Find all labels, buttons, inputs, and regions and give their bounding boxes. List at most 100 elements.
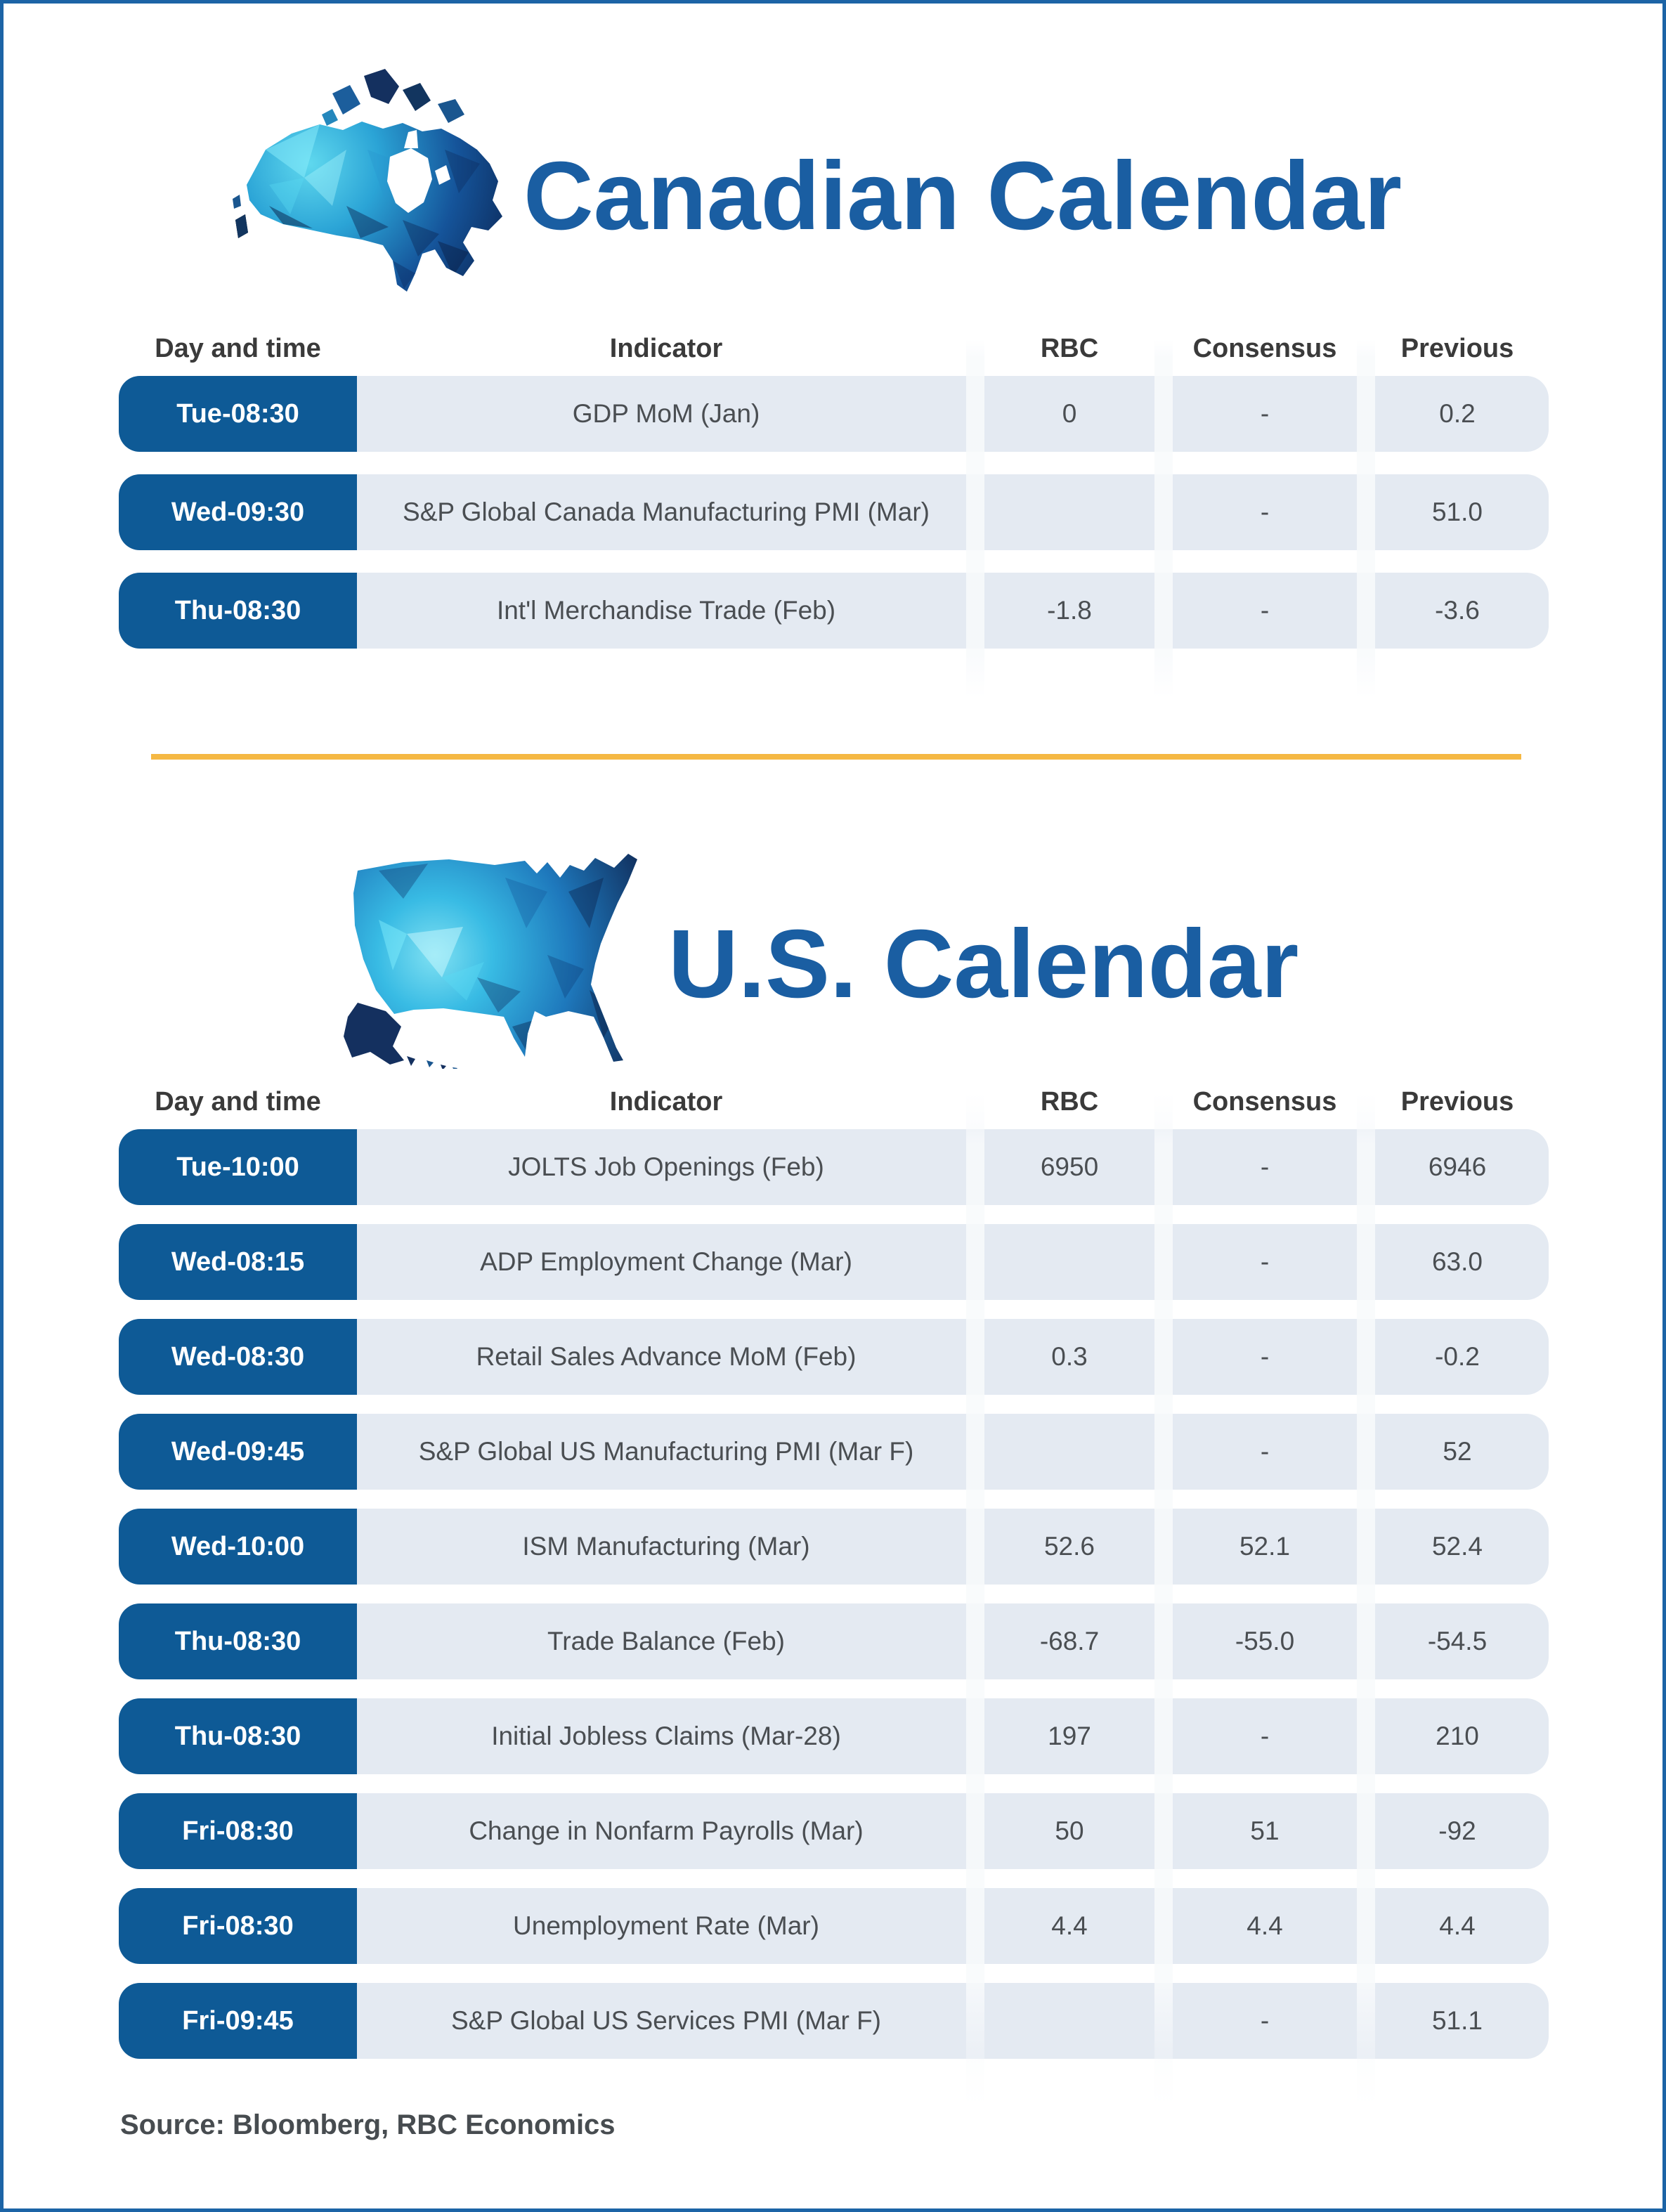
day-pill: Fri-08:30 xyxy=(119,1793,357,1869)
consensus-cell: - xyxy=(1164,573,1366,649)
table-row: Fri-08:30 Change in Nonfarm Payrolls (Ma… xyxy=(119,1793,1549,1869)
table-row: Wed-10:00 ISM Manufacturing (Mar) 52.6 5… xyxy=(119,1509,1549,1585)
consensus-cell: 52.1 xyxy=(1164,1509,1366,1585)
indicator-cell: Change in Nonfarm Payrolls (Mar) xyxy=(357,1793,975,1869)
rbc-cell: -1.8 xyxy=(975,573,1164,649)
table-row: Tue-08:30 GDP MoM (Jan) 0 - 0.2 xyxy=(119,376,1549,452)
rbc-cell xyxy=(975,1983,1164,2059)
consensus-cell: - xyxy=(1164,1414,1366,1490)
table-row: Thu-08:30 Trade Balance (Feb) -68.7 -55.… xyxy=(119,1603,1549,1679)
day-pill: Thu-08:30 xyxy=(119,1603,357,1679)
consensus-cell: 4.4 xyxy=(1164,1888,1366,1964)
indicator-cell: S&P Global Canada Manufacturing PMI (Mar… xyxy=(357,474,975,550)
indicator-cell: S&P Global US Manufacturing PMI (Mar F) xyxy=(357,1414,975,1490)
previous-cell: 4.4 xyxy=(1366,1888,1549,1964)
table-row: Fri-08:30 Unemployment Rate (Mar) 4.4 4.… xyxy=(119,1888,1549,1964)
column-header-day-time: Day and time xyxy=(155,1086,321,1117)
table-row: Thu-08:30 Initial Jobless Claims (Mar-28… xyxy=(119,1698,1549,1774)
indicator-cell: ADP Employment Change (Mar) xyxy=(357,1224,975,1300)
day-pill: Wed-08:15 xyxy=(119,1224,357,1300)
day-pill: Wed-09:45 xyxy=(119,1414,357,1490)
canadian-calendar-title: Canadian Calendar xyxy=(523,141,1403,250)
previous-cell: 51.0 xyxy=(1366,474,1549,550)
indicator-cell: JOLTS Job Openings (Feb) xyxy=(357,1129,975,1205)
day-pill: Fri-09:45 xyxy=(119,1983,357,2059)
previous-cell: -0.2 xyxy=(1366,1319,1549,1395)
indicator-cell: Trade Balance (Feb) xyxy=(357,1603,975,1679)
day-pill: Thu-08:30 xyxy=(119,1698,357,1774)
table-row: Wed-09:30 S&P Global Canada Manufacturin… xyxy=(119,474,1549,550)
rbc-cell: 4.4 xyxy=(975,1888,1164,1964)
rbc-cell xyxy=(975,1224,1164,1300)
source-note: Source: Bloomberg, RBC Economics xyxy=(120,2109,616,2140)
column-header-day-time: Day and time xyxy=(155,333,321,363)
rbc-cell: 0.3 xyxy=(975,1319,1164,1395)
rbc-cell: 6950 xyxy=(975,1129,1164,1205)
previous-cell: 51.1 xyxy=(1366,1983,1549,2059)
consensus-cell: - xyxy=(1164,1698,1366,1774)
previous-cell: 52 xyxy=(1366,1414,1549,1490)
previous-cell: -3.6 xyxy=(1366,573,1549,649)
column-header-consensus: Consensus xyxy=(1192,1086,1337,1117)
us-calendar-table: Day and time Indicator RBC Consensus Pre… xyxy=(119,1086,1549,2108)
consensus-cell: - xyxy=(1164,1129,1366,1205)
indicator-cell: GDP MoM (Jan) xyxy=(357,376,975,452)
previous-cell: -54.5 xyxy=(1366,1603,1549,1679)
canada-map-icon xyxy=(227,65,508,317)
day-pill: Wed-10:00 xyxy=(119,1509,357,1585)
us-table-rows: Tue-10:00 JOLTS Job Openings (Feb) 6950 … xyxy=(119,1129,1549,2059)
day-pill: Fri-08:30 xyxy=(119,1888,357,1964)
us-table-header: Day and time Indicator RBC Consensus Pre… xyxy=(119,1086,1549,1118)
previous-cell: 52.4 xyxy=(1366,1509,1549,1585)
day-pill: Tue-10:00 xyxy=(119,1129,357,1205)
consensus-cell: -55.0 xyxy=(1164,1603,1366,1679)
column-header-indicator: Indicator xyxy=(609,333,723,363)
table-row: Thu-08:30 Int'l Merchandise Trade (Feb) … xyxy=(119,573,1549,649)
previous-cell: 6946 xyxy=(1366,1129,1549,1205)
column-header-previous: Previous xyxy=(1400,1086,1514,1117)
column-header-rbc: RBC xyxy=(1040,333,1099,363)
day-pill: Thu-08:30 xyxy=(119,573,357,649)
us-section-header: U.S. Calendar xyxy=(337,850,1662,1072)
previous-cell: 210 xyxy=(1366,1698,1549,1774)
yellow-divider xyxy=(151,754,1521,760)
indicator-cell: Initial Jobless Claims (Mar-28) xyxy=(357,1698,975,1774)
column-header-indicator: Indicator xyxy=(609,1086,723,1117)
consensus-cell: - xyxy=(1164,1983,1366,2059)
indicator-cell: S&P Global US Services PMI (Mar F) xyxy=(357,1983,975,2059)
table-row: Fri-09:45 S&P Global US Services PMI (Ma… xyxy=(119,1983,1549,2059)
consensus-cell: - xyxy=(1164,1224,1366,1300)
consensus-cell: - xyxy=(1164,376,1366,452)
day-pill: Tue-08:30 xyxy=(119,376,357,452)
table-row: Wed-08:15 ADP Employment Change (Mar) - … xyxy=(119,1224,1549,1300)
canadian-table-rows: Tue-08:30 GDP MoM (Jan) 0 - 0.2 Wed-09:3… xyxy=(119,376,1549,649)
column-header-rbc: RBC xyxy=(1040,1086,1099,1117)
column-header-previous: Previous xyxy=(1400,333,1514,363)
consensus-cell: - xyxy=(1164,1319,1366,1395)
rbc-cell: 0 xyxy=(975,376,1164,452)
table-row: Wed-08:30 Retail Sales Advance MoM (Feb)… xyxy=(119,1319,1549,1395)
day-pill: Wed-09:30 xyxy=(119,474,357,550)
us-map-icon xyxy=(337,850,653,1072)
column-header-consensus: Consensus xyxy=(1192,333,1337,363)
consensus-cell: 51 xyxy=(1164,1793,1366,1869)
canadian-table-header: Day and time Indicator RBC Consensus Pre… xyxy=(119,332,1549,365)
indicator-cell: ISM Manufacturing (Mar) xyxy=(357,1509,975,1585)
rbc-cell: -68.7 xyxy=(975,1603,1164,1679)
day-pill: Wed-08:30 xyxy=(119,1319,357,1395)
rbc-cell: 50 xyxy=(975,1793,1164,1869)
canadian-calendar-table: Day and time Indicator RBC Consensus Pre… xyxy=(119,332,1549,698)
indicator-cell: Unemployment Rate (Mar) xyxy=(357,1888,975,1964)
consensus-cell: - xyxy=(1164,474,1366,550)
canadian-section-header: Canadian Calendar xyxy=(227,65,1662,317)
previous-cell: 0.2 xyxy=(1366,376,1549,452)
us-calendar-title: U.S. Calendar xyxy=(668,909,1299,1018)
previous-cell: -92 xyxy=(1366,1793,1549,1869)
table-row: Wed-09:45 S&P Global US Manufacturing PM… xyxy=(119,1414,1549,1490)
rbc-cell: 52.6 xyxy=(975,1509,1164,1585)
previous-cell: 63.0 xyxy=(1366,1224,1549,1300)
indicator-cell: Int'l Merchandise Trade (Feb) xyxy=(357,573,975,649)
indicator-cell: Retail Sales Advance MoM (Feb) xyxy=(357,1319,975,1395)
table-row: Tue-10:00 JOLTS Job Openings (Feb) 6950 … xyxy=(119,1129,1549,1205)
